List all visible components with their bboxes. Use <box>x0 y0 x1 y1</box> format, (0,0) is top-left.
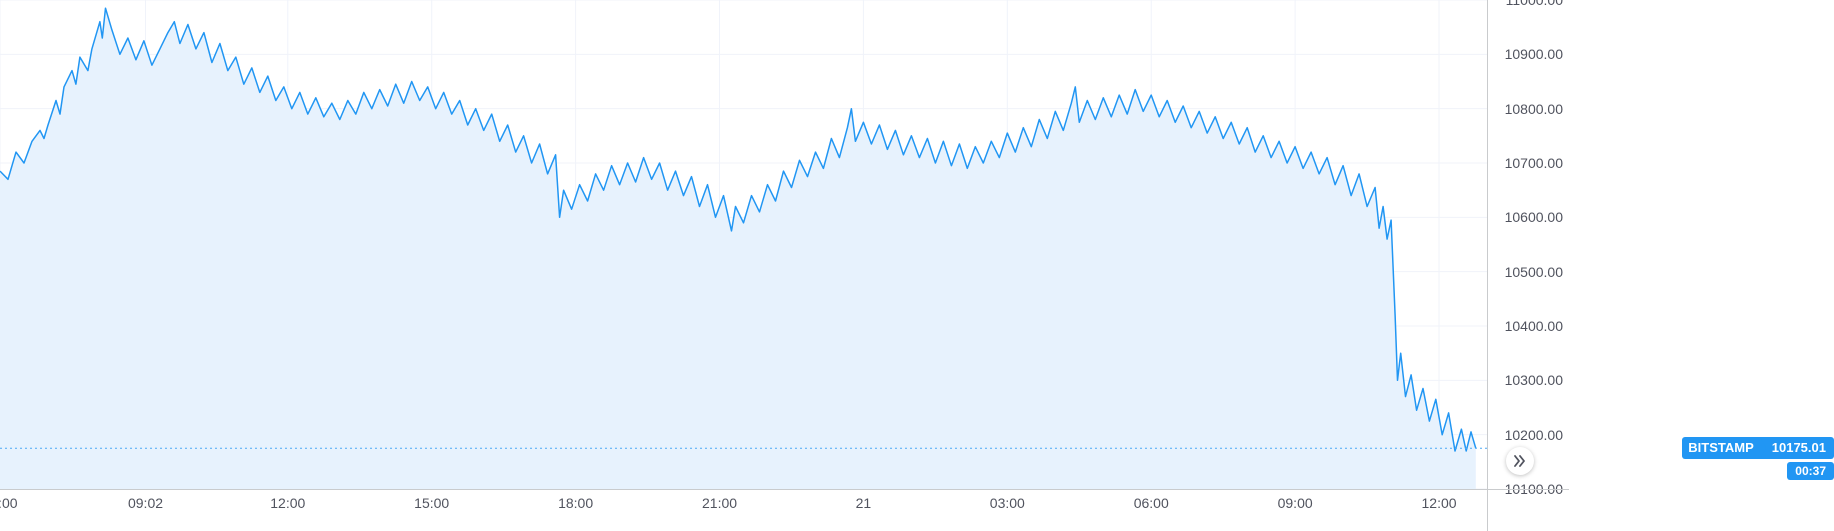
y-tick-label: 10800.00 <box>1505 101 1563 117</box>
y-tick-label: 10900.00 <box>1505 46 1563 62</box>
y-tick-label: 10700.00 <box>1505 155 1563 171</box>
x-tick-label: 03:00 <box>990 495 1025 511</box>
y-tick-label: 10500.00 <box>1505 264 1563 280</box>
x-tick-label: 15:00 <box>414 495 449 511</box>
chevron-double-right-icon <box>1513 454 1527 468</box>
current-price-tag: BITSTAMP 10175.01 <box>1682 437 1834 459</box>
chart-svg <box>0 0 1487 489</box>
x-tick-label: 12:00 <box>270 495 305 511</box>
bar-countdown: 00:37 <box>1787 462 1834 480</box>
x-tick-label: 06:00 <box>1134 495 1169 511</box>
y-tick-label: 10400.00 <box>1505 318 1563 334</box>
x-tick-label: 18:00 <box>558 495 593 511</box>
x-axis-border <box>0 489 1569 490</box>
x-tick-label: 09:00 <box>1278 495 1313 511</box>
price-tag-arrow <box>1760 437 1766 459</box>
y-tick-label: 10600.00 <box>1505 209 1563 225</box>
y-axis[interactable]: 11000.00 10900.00 10800.00 10700.00 10600.00… <box>1487 0 1569 489</box>
countdown-text: 00:37 <box>1795 464 1826 478</box>
go-to-realtime-button[interactable] <box>1506 447 1534 475</box>
x-tick-label: 21:00 <box>702 495 737 511</box>
current-price-value: 10175.01 <box>1760 437 1834 459</box>
y-axis-border <box>1487 0 1488 531</box>
exchange-label: BITSTAMP <box>1682 437 1759 459</box>
y-tick-label: 10200.00 <box>1505 427 1563 443</box>
price-chart: 11000.00 10900.00 10800.00 10700.00 10600.00… <box>0 0 1834 531</box>
series-area <box>0 8 1476 489</box>
y-tick-label: 10300.00 <box>1505 372 1563 388</box>
x-axis[interactable]: 06:00 09:02 12:00 15:00 18:00 21:00 21 03:00 06:… <box>0 489 1487 531</box>
x-tick-label: 06:00 <box>0 495 18 511</box>
chart-plot-area[interactable] <box>0 0 1487 489</box>
x-tick-label: 12:00 <box>1422 495 1457 511</box>
y-tick-label: 11000.00 <box>1506 0 1563 8</box>
x-tick-label: 21 <box>856 495 872 511</box>
x-tick-label: 09:02 <box>128 495 163 511</box>
